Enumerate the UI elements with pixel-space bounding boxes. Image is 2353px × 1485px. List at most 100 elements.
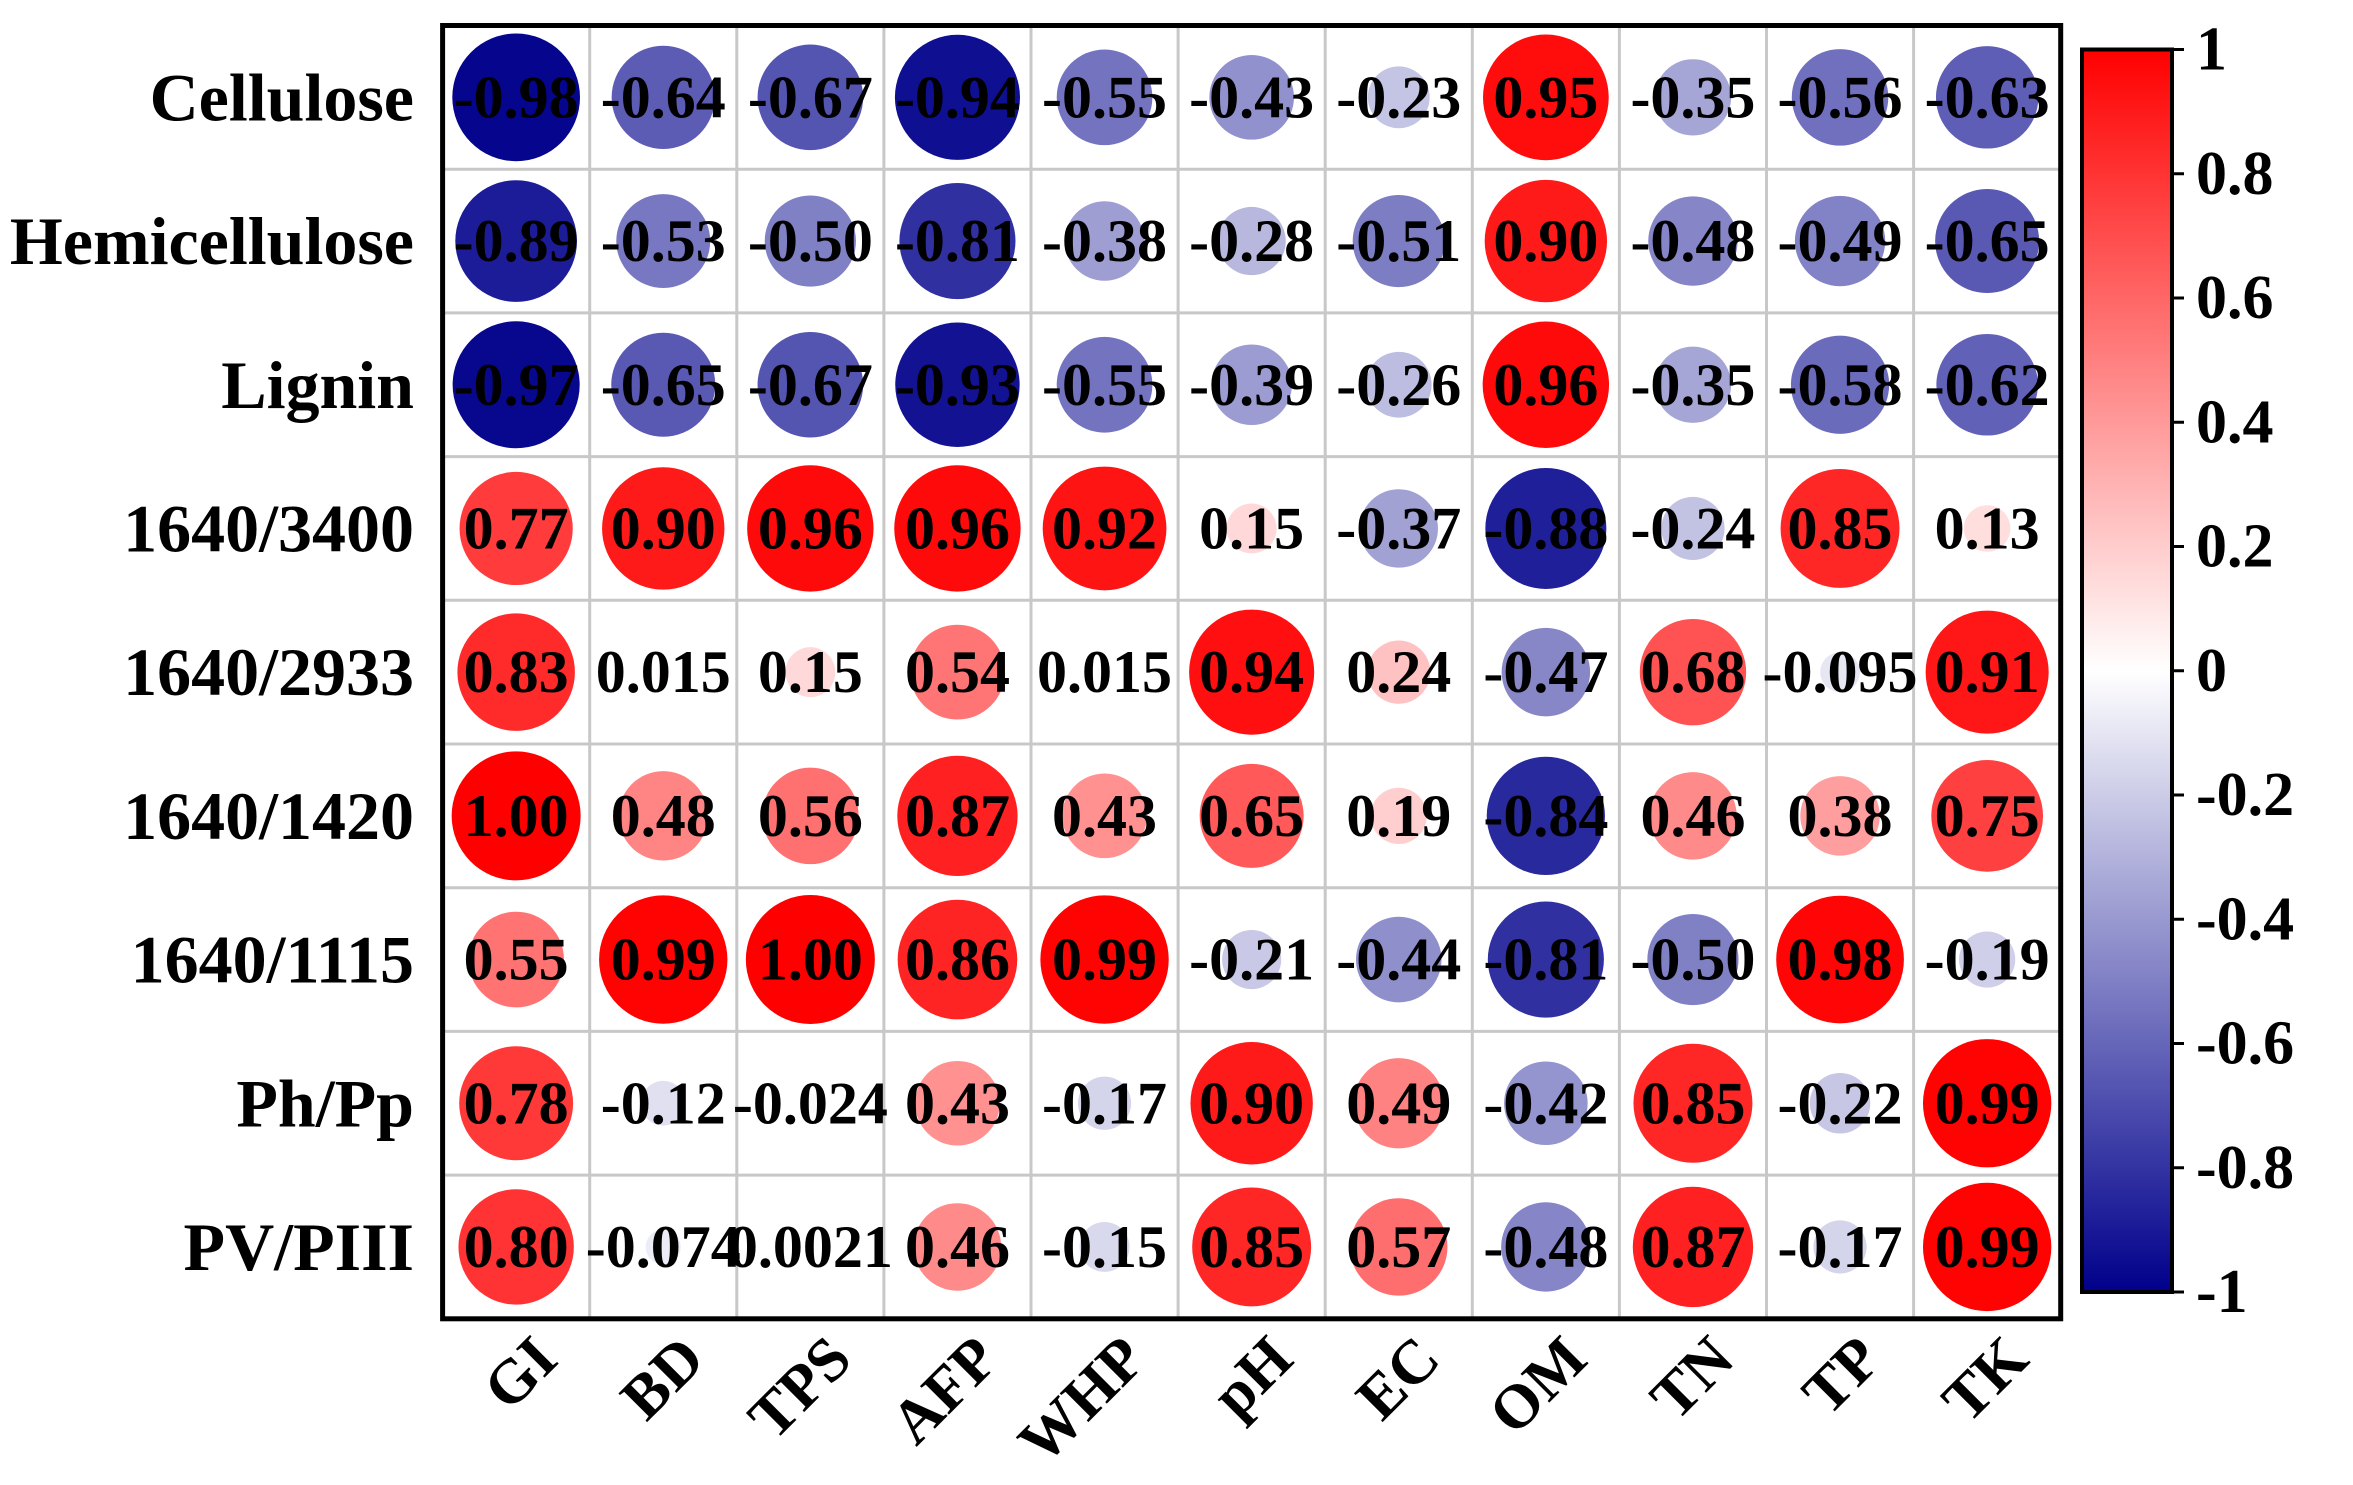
correlation-circle (616, 194, 711, 289)
correlation-circle (1040, 895, 1169, 1024)
correlation-value-label: -0.42 (1483, 1070, 1608, 1136)
correlation-circle (1487, 901, 1604, 1018)
correlation-value-label: -0.48 (1483, 1214, 1608, 1280)
correlation-value-label: 0.54 (905, 639, 1010, 705)
correlation-circle (1365, 351, 1432, 418)
correlation-value-label: 0.48 (611, 783, 716, 849)
colorbar-gradient (2082, 49, 2172, 1292)
correlation-circle (1935, 189, 2040, 294)
correlation-value-label: -0.58 (1778, 352, 1903, 418)
correlation-value-label: 0.90 (1493, 208, 1598, 274)
correlation-value-label: -0.26 (1336, 352, 1461, 418)
correlation-value-label: 0.86 (905, 927, 1010, 993)
colorbar-tick-label: -0.4 (2196, 885, 2294, 953)
correlation-circle (459, 471, 573, 586)
correlation-value-label: 0.56 (758, 783, 863, 849)
correlation-circle (1056, 49, 1153, 146)
correlation-value-label: 0.98 (1788, 927, 1893, 993)
correlation-circle (1062, 773, 1147, 859)
correlation-value-label: -0.65 (601, 352, 726, 418)
correlation-circle (1370, 787, 1427, 844)
correlation-value-label: -0.81 (895, 208, 1020, 274)
correlation-circle (1042, 466, 1167, 591)
correlation-value-label: 0.43 (905, 1070, 1010, 1136)
correlation-value-label: 0.96 (758, 495, 863, 561)
correlation-circle (785, 647, 836, 698)
correlation-value-label: -0.39 (1189, 352, 1314, 418)
correlation-circle (1056, 336, 1153, 433)
correlation-value-label: 0.13 (1935, 495, 2040, 561)
correlation-value-label: 0.49 (1346, 1070, 1451, 1136)
correlation-circle (1189, 609, 1315, 735)
correlation-circle (1352, 194, 1445, 288)
correlation-value-label: 0.68 (1640, 639, 1745, 705)
correlation-value-label: -0.024 (733, 1070, 888, 1136)
correlation-circle (1931, 759, 2044, 872)
correlation-circle (599, 895, 728, 1024)
correlation-circle (1199, 763, 1304, 868)
correlation-value-label: 0.55 (464, 927, 569, 993)
row-label: 1640/1115 (131, 922, 414, 998)
correlation-circle (1661, 496, 1725, 561)
correlation-value-label: -0.67 (748, 352, 873, 418)
correlation-value-label: 0.85 (1640, 1070, 1745, 1136)
correlation-circle (1959, 931, 2016, 988)
correlation-value-label: -0.98 (454, 64, 579, 130)
correlation-value-label: -0.64 (601, 64, 726, 130)
correlation-value-label: 0.46 (1640, 783, 1745, 849)
correlation-circle (1813, 1220, 1867, 1274)
correlation-circle (894, 465, 1021, 592)
correlation-circle (455, 180, 577, 302)
correlation-circle (452, 33, 580, 162)
column-label: pH (1199, 1324, 1306, 1431)
correlation-value-label: 0.57 (1346, 1214, 1451, 1280)
correlation-circle (1482, 34, 1609, 161)
colorbar-tick-label: 0.8 (2196, 140, 2274, 208)
correlation-circle (1209, 55, 1294, 140)
correlation-value-label: 0.015 (596, 639, 731, 705)
correlation-circle (611, 45, 715, 149)
correlation-value-label: -0.35 (1630, 64, 1755, 130)
correlation-value-label: -0.53 (601, 208, 726, 274)
correlation-circle (1222, 929, 1282, 990)
correlation-value-label: -0.51 (1336, 208, 1461, 274)
correlation-circle (1355, 916, 1442, 1003)
correlation-value-label: -0.24 (1630, 495, 1755, 561)
correlation-value-label: 0.90 (1199, 1070, 1304, 1136)
correlation-value-label: 0.83 (464, 639, 569, 705)
colorbar-tick-label: 0.2 (2196, 513, 2274, 581)
correlation-value-label: -0.12 (601, 1070, 726, 1136)
correlation-circle (897, 755, 1018, 877)
correlation-circle (910, 624, 1005, 720)
correlation-circle (1501, 1202, 1591, 1292)
correlation-value-label: -0.65 (1925, 208, 2050, 274)
correlation-value-label: 0.85 (1199, 1214, 1304, 1280)
correlation-circle (1217, 206, 1286, 276)
correlation-value-label: 0.85 (1788, 495, 1893, 561)
correlation-circle (1820, 652, 1860, 693)
correlation-circle (457, 613, 575, 731)
correlation-value-label: -0.074 (586, 1214, 741, 1280)
column-label: TP (1790, 1324, 1894, 1428)
correlation-value-label: 0.90 (611, 495, 716, 561)
column-label: EC (1344, 1324, 1453, 1433)
correlation-value-label: 0.15 (1199, 495, 1304, 561)
row-label: Lignin (221, 347, 414, 423)
correlation-value-label: 0.43 (1052, 783, 1157, 849)
correlation-value-label: -0.19 (1925, 927, 2050, 993)
correlation-value-label: -0.17 (1042, 1070, 1167, 1136)
correlation-circle (1925, 610, 2049, 734)
correlation-circle (899, 183, 1016, 300)
correlation-circle (611, 332, 716, 437)
correlation-circle (1633, 1043, 1753, 1163)
correlation-value-label: -0.095 (1763, 639, 1918, 705)
correlation-circle (1226, 503, 1277, 554)
correlation-circle (645, 1229, 681, 1265)
correlation-circle (747, 465, 874, 592)
correlation-circle (1639, 618, 1747, 726)
correlation-circle (1794, 195, 1886, 287)
correlation-value-label: 0.78 (464, 1070, 569, 1136)
grid (442, 25, 2061, 1319)
correlation-value-label: -0.43 (1189, 64, 1314, 130)
